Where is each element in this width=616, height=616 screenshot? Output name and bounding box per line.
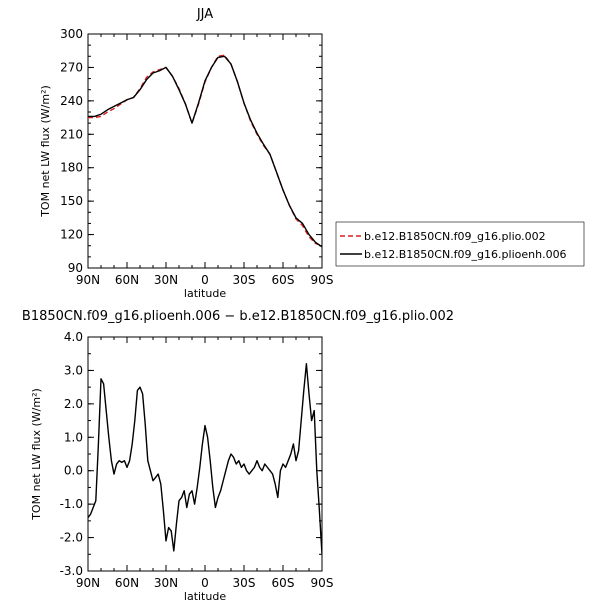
y-tick-label: -2.0 <box>60 531 83 545</box>
x-axis-label: latitude <box>184 590 226 603</box>
y-tick-label: 120 <box>60 228 83 242</box>
series-line-1 <box>88 55 322 248</box>
chart-title: JJA <box>196 7 213 22</box>
y-tick-label: 150 <box>60 194 83 208</box>
y-tick-label: 3.0 <box>64 363 83 377</box>
x-tick-label: 0 <box>201 273 209 287</box>
legend: b.e12.B1850CN.f09_g16.plio.002 b.e12.B185… <box>335 221 585 267</box>
x-tick-label: 90S <box>311 576 334 590</box>
y-tick-label: 210 <box>60 127 83 141</box>
series-line-0 <box>88 54 322 247</box>
y-axis-label: TOM net LW flux (W/m²) <box>30 388 43 521</box>
y-axis-label: TOM net LW flux (W/m²) <box>39 85 52 218</box>
plot-frame <box>87 336 323 572</box>
y-tick-label: 1.0 <box>64 430 83 444</box>
chart-title: B1850CN.f09_g16.plioenh.006 − b.e12.B185… <box>22 309 454 324</box>
x-tick-label: 60N <box>115 273 139 287</box>
y-tick-label: 240 <box>60 94 83 108</box>
legend-box <box>335 221 585 267</box>
y-tick-label: 4.0 <box>64 330 83 344</box>
legend-label: b.e12.B1850CN.f09_g16.plioenh.006 <box>364 248 567 261</box>
plot-frame <box>87 33 323 269</box>
y-tick-label: 300 <box>60 27 83 41</box>
x-tick-label: 30S <box>233 576 256 590</box>
y-tick-label: 2.0 <box>64 397 83 411</box>
y-tick-label: 0.0 <box>64 464 83 478</box>
y-tick-label: -1.0 <box>60 497 83 511</box>
legend-label: b.e12.B1850CN.f09_g16.plio.002 <box>364 230 546 243</box>
x-tick-label: 60S <box>272 576 295 590</box>
top-chart: JJA 90N 60N 30N 0 30S 60S 90S 90 120 150 180 210 240 2… <box>39 7 333 300</box>
x-tick-label: 60S <box>272 273 295 287</box>
y-tick-label: 270 <box>60 60 83 74</box>
x-tick-label: 90N <box>76 273 100 287</box>
y-tick-label: 180 <box>60 161 83 175</box>
x-tick-label: 90N <box>76 576 100 590</box>
x-tick-label: 90S <box>311 273 334 287</box>
y-tick-label: 90 <box>68 261 83 275</box>
x-tick-label: 30S <box>233 273 256 287</box>
x-tick-label: 60N <box>115 576 139 590</box>
x-tick-label: 0 <box>201 576 209 590</box>
x-tick-label: 30N <box>154 576 178 590</box>
y-tick-label: -3.0 <box>60 564 83 578</box>
x-tick-label: 30N <box>154 273 178 287</box>
series-line-0 <box>88 363 322 555</box>
bottom-chart: B1850CN.f09_g16.plioenh.006 − b.e12.B185… <box>22 309 454 603</box>
x-axis-label: latitude <box>184 287 226 300</box>
